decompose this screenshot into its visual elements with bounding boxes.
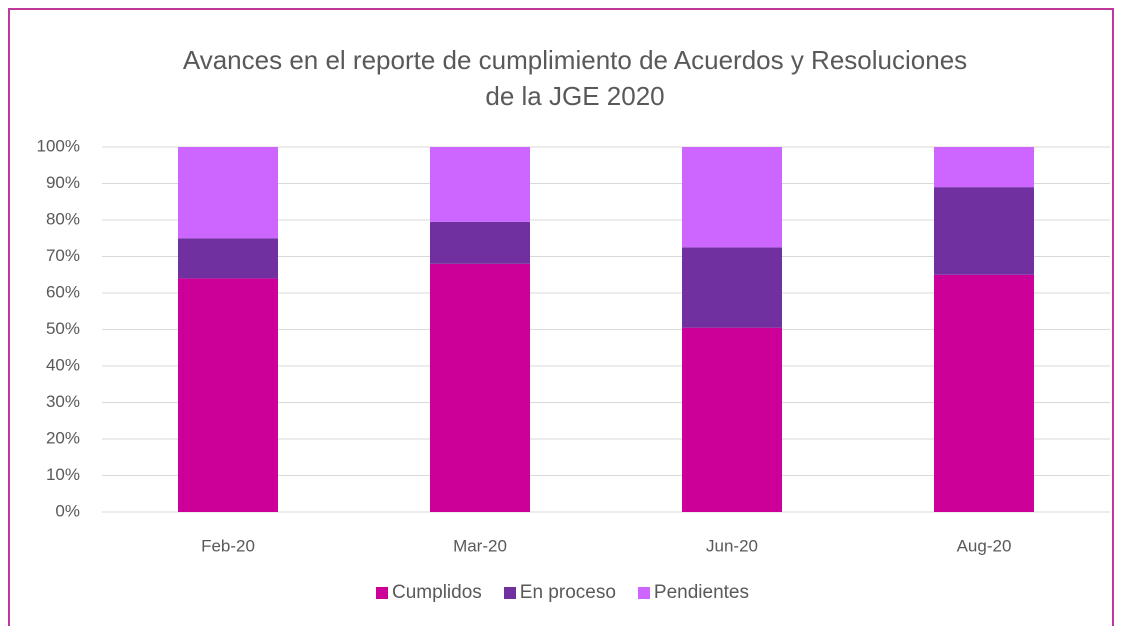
legend-swatch	[637, 587, 650, 599]
y-tick-label: 50%	[46, 319, 80, 338]
y-tick-label: 20%	[46, 428, 80, 447]
y-tick-label: 100%	[37, 136, 80, 155]
bar-segment	[430, 221, 530, 264]
bar-segment	[430, 147, 530, 222]
bar-segment	[934, 274, 1034, 512]
bar-segment	[178, 238, 278, 279]
bar-segment	[178, 147, 278, 239]
x-tick-label: Aug-20	[957, 536, 1012, 555]
y-tick-label: 70%	[46, 246, 80, 265]
x-tick-label: Jun-20	[706, 536, 758, 555]
legend-item: Pendientes	[637, 582, 749, 604]
legend-swatch	[376, 587, 389, 599]
legend-label: Pendientes	[653, 582, 749, 603]
legend-item: Cumplidos	[376, 582, 482, 604]
bar-segment	[934, 187, 1034, 275]
legend-item: En proceso	[503, 582, 616, 604]
y-tick-label: 30%	[46, 392, 80, 411]
legend-label: En proceso	[519, 582, 616, 603]
y-tick-label: 0%	[55, 501, 80, 520]
legend-label: Cumplidos	[392, 582, 482, 603]
x-tick-label: Feb-20	[201, 536, 255, 555]
bar-segment	[682, 327, 782, 512]
chart-border	[8, 8, 1114, 626]
bar-segment	[682, 147, 782, 248]
x-tick-label: Mar-20	[453, 536, 507, 555]
legend: Cumplidos En proceso Pendientes	[0, 582, 1125, 604]
chart-title: Avances en el reporte de cumplimiento de…	[182, 45, 968, 111]
bar-segment	[934, 147, 1034, 188]
y-tick-label: 60%	[46, 282, 80, 301]
bar-segment	[430, 263, 530, 512]
y-tick-label: 40%	[46, 355, 80, 374]
bar-segment	[178, 278, 278, 512]
y-tick-label: 80%	[46, 209, 80, 228]
bar-segment	[682, 247, 782, 328]
y-tick-label: 10%	[46, 465, 80, 484]
y-tick-label: 90%	[46, 173, 80, 192]
legend-swatch	[503, 587, 516, 599]
